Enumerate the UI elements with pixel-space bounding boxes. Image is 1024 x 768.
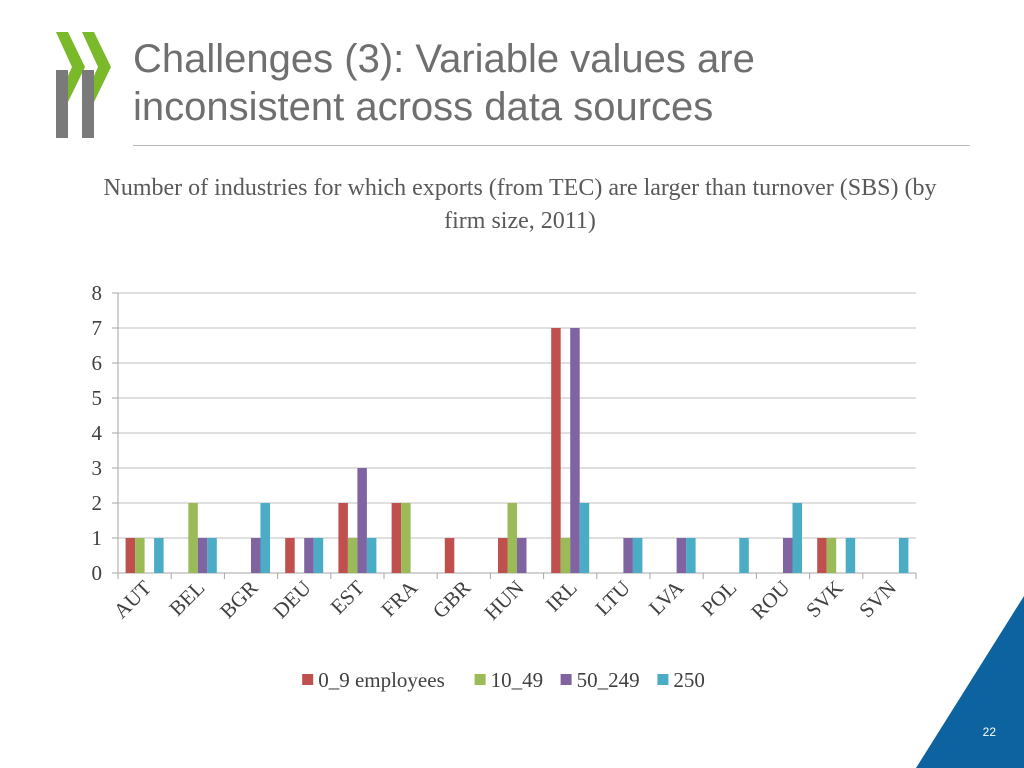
bar-svk-series-1 <box>817 538 827 573</box>
bar-fra-series-1 <box>391 503 402 573</box>
bar-pol-series-4 <box>739 538 749 573</box>
bar-svn-series-4 <box>898 538 909 573</box>
y-tick-label: 5 <box>92 386 103 410</box>
page-number: 22 <box>982 725 996 739</box>
bar-est-series-4 <box>366 538 377 573</box>
y-tick-label: 0 <box>92 561 103 585</box>
bar-bgr-series-4 <box>260 503 270 573</box>
bar-bel-series-4 <box>207 538 217 573</box>
y-tick-label: 7 <box>92 316 103 340</box>
bar-aut-series-4 <box>154 538 164 573</box>
bar-irl-series-2 <box>560 538 571 573</box>
bar-est-series-2 <box>347 538 358 573</box>
logo-gray-bar-right <box>82 70 94 138</box>
y-tick-label: 4 <box>92 421 103 445</box>
bar-est-series-3 <box>357 468 367 573</box>
y-tick-label: 6 <box>92 351 103 375</box>
legend-label: 250 <box>673 668 705 692</box>
legend-swatch <box>302 674 314 685</box>
bar-lva-series-3 <box>676 538 687 573</box>
bar-svk-series-2 <box>826 538 837 573</box>
chart-title: Number of industries for which exports (… <box>103 175 937 234</box>
y-tick-label: 2 <box>92 491 103 515</box>
bar-irl-series-4 <box>579 503 590 573</box>
legend-label: 50_249 <box>577 668 640 692</box>
y-tick-label: 8 <box>92 281 103 305</box>
bar-gbr-series-1 <box>444 538 455 573</box>
bar-rou-series-3 <box>783 538 793 573</box>
corner-blue-triangle <box>916 596 1024 768</box>
bar-bel-series-2 <box>188 503 198 573</box>
bar-irl-series-3 <box>570 328 580 573</box>
legend-swatch <box>560 674 572 685</box>
bar-fra-series-2 <box>401 503 411 573</box>
legend-label: 0_9 employees <box>318 668 445 692</box>
bar-lva-series-4 <box>686 538 696 573</box>
bar-bgr-series-3 <box>251 538 261 573</box>
bar-hun-series-1 <box>498 538 508 573</box>
bar-deu-series-3 <box>304 538 314 573</box>
bar-aut-series-1 <box>125 538 136 573</box>
y-tick-label: 3 <box>92 456 103 480</box>
legend-swatch <box>474 674 486 685</box>
oecd-chevron-logo <box>56 32 111 138</box>
legend-swatch <box>657 674 669 685</box>
legend-label: 10_49 <box>491 668 543 692</box>
logo-green-chevron-right <box>82 32 111 102</box>
bar-hun-series-3 <box>517 538 527 573</box>
bar-deu-series-4 <box>313 538 324 573</box>
title-divider <box>133 145 970 146</box>
bar-svk-series-4 <box>845 538 856 573</box>
logo-gray-bar-left <box>56 70 68 138</box>
y-tick-label: 1 <box>92 526 103 550</box>
bar-ltu-series-4 <box>632 538 643 573</box>
bar-deu-series-1 <box>285 538 295 573</box>
bar-hun-series-2 <box>507 503 517 573</box>
bar-aut-series-2 <box>135 538 145 573</box>
bar-rou-series-4 <box>792 503 802 573</box>
bar-ltu-series-3 <box>623 538 633 573</box>
bar-est-series-1 <box>338 503 348 573</box>
logo-green-chevron-left <box>56 32 85 102</box>
bar-irl-series-1 <box>551 328 561 573</box>
bar-bel-series-3 <box>197 538 208 573</box>
slide-title: Challenges (3): Variable values are inco… <box>133 37 755 129</box>
